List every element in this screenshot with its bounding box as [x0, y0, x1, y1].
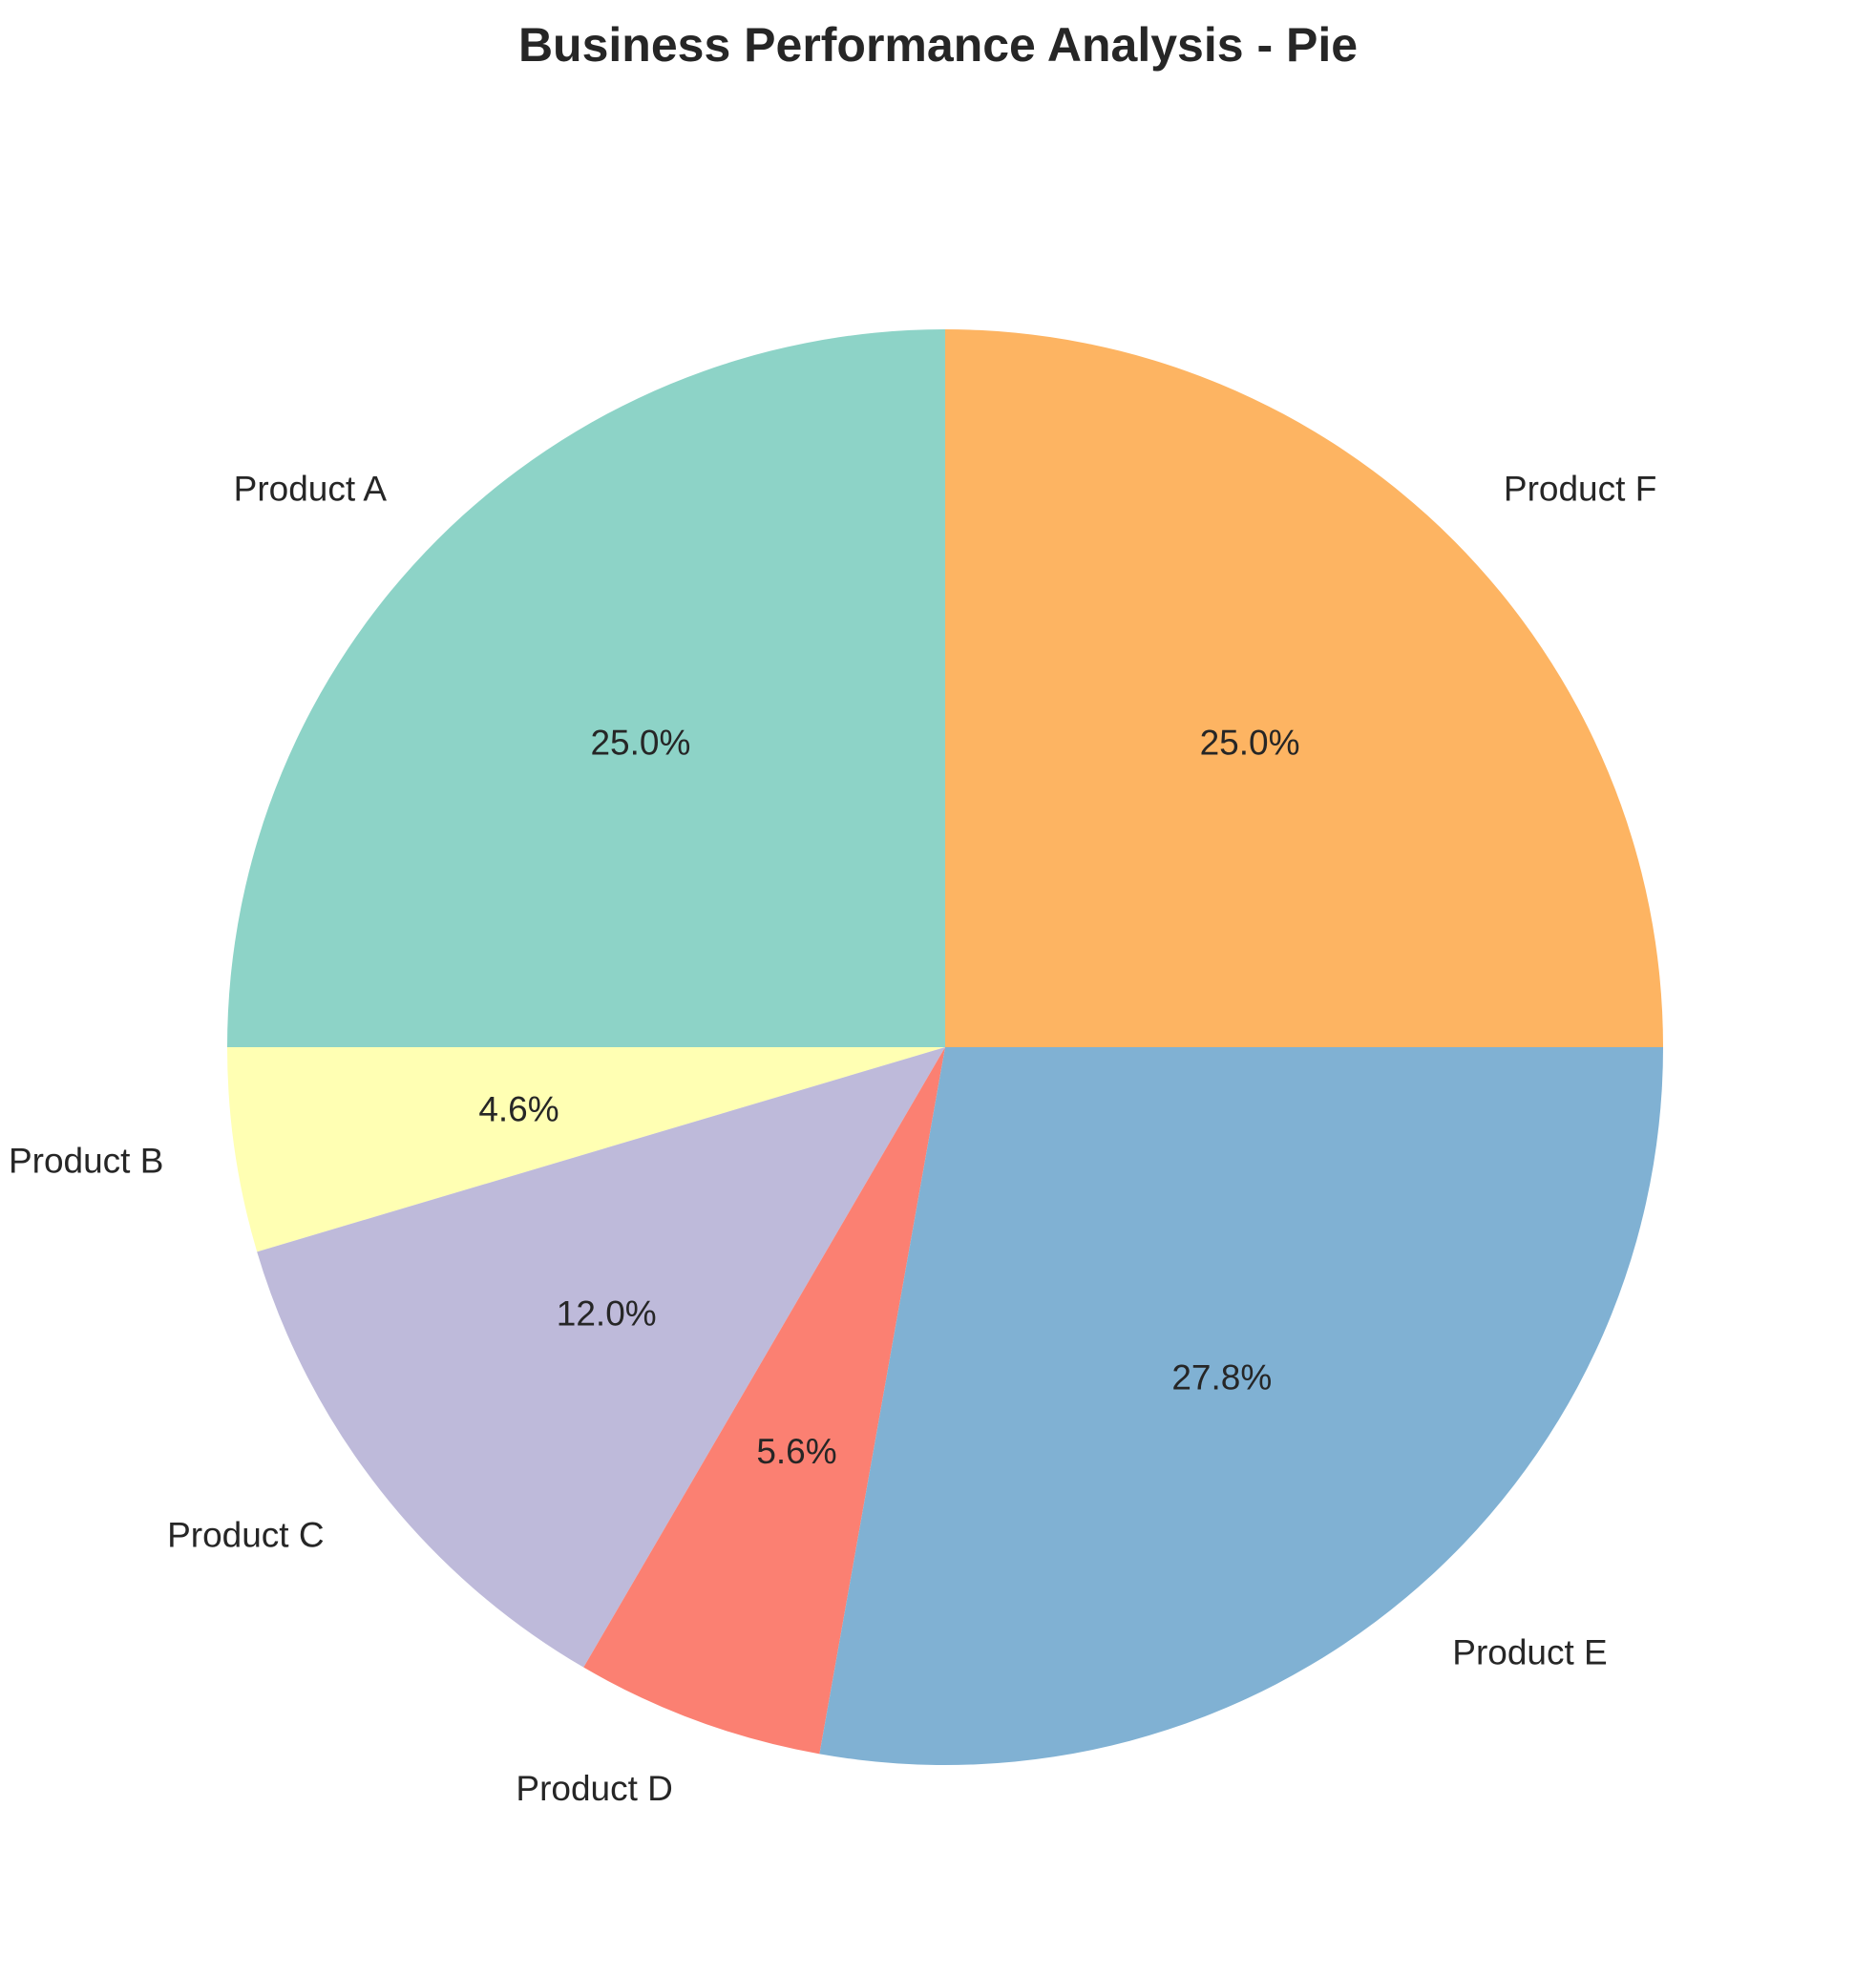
slice-percent-product-f: 25.0% — [1200, 723, 1300, 762]
pie-slice-product-b — [227, 1047, 945, 1252]
pie-slices — [227, 329, 1663, 1765]
slice-percent-product-d: 5.6% — [756, 1432, 836, 1471]
slice-label-product-f: Product F — [1504, 470, 1656, 509]
slice-percent-product-a: 25.0% — [590, 723, 690, 762]
pie-slice-product-d — [583, 1047, 945, 1755]
slice-label-product-d: Product D — [516, 1769, 673, 1808]
chart-title: Business Performance Analysis - Pie — [517, 18, 1359, 72]
pie-labels: Product A 25.0% Product B 4.6% Product C 12.0… — [9, 470, 1656, 1808]
slice-percent-product-e: 27.8% — [1171, 1357, 1272, 1397]
slice-label-product-a: Product A — [234, 470, 388, 509]
pie-slice-product-c — [257, 1047, 945, 1668]
pie-slice-product-a — [227, 329, 945, 1047]
slice-label-product-c: Product C — [167, 1516, 325, 1555]
slice-label-product-b: Product B — [9, 1142, 163, 1181]
pie-slice-product-f — [945, 329, 1663, 1047]
slice-percent-product-b: 4.6% — [478, 1089, 559, 1128]
slice-percent-product-c: 12.0% — [557, 1293, 657, 1333]
slice-label-product-e: Product E — [1452, 1633, 1607, 1672]
pie-slice-product-e — [819, 1047, 1663, 1765]
